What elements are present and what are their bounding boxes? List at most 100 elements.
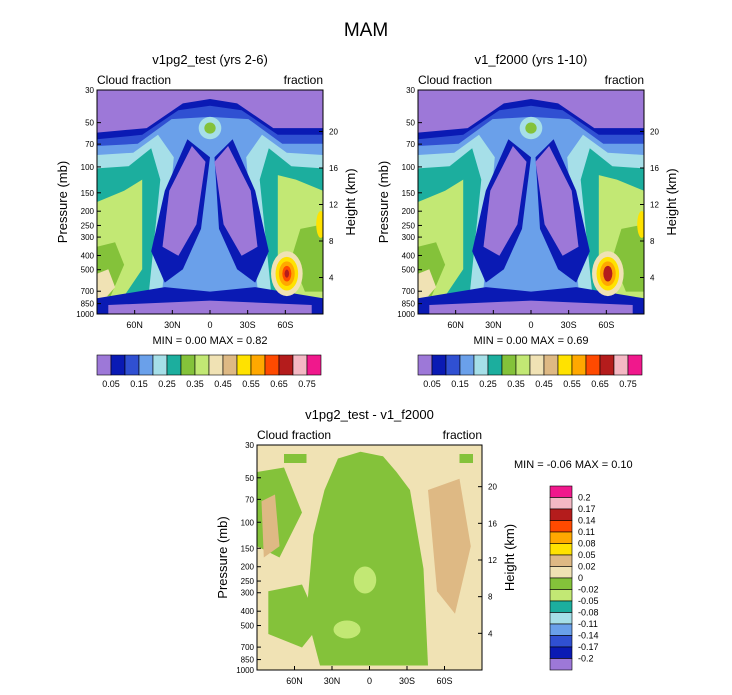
pressure-tick-label: 150 xyxy=(81,189,95,198)
height-tick-label: 20 xyxy=(488,483,497,492)
pressure-tick-label: 400 xyxy=(81,251,95,260)
colorbar-label: 0.2 xyxy=(578,493,591,503)
pressure-tick-label: 70 xyxy=(245,495,254,504)
ttl-core xyxy=(204,122,216,134)
height-tick-label: 20 xyxy=(650,127,659,136)
colorbar-label: 0.15 xyxy=(130,379,148,389)
y2-axis-label: Height (km) xyxy=(502,524,517,591)
right-label: fraction xyxy=(443,428,482,442)
colorbar-cell xyxy=(549,635,573,648)
height-tick-label: 16 xyxy=(488,519,497,528)
y-axis-label: Pressure (mb) xyxy=(55,161,70,243)
edge-max xyxy=(316,210,323,238)
height-tick-label: 4 xyxy=(488,629,493,638)
colorbar-label: 0.75 xyxy=(619,379,637,389)
positive-sh xyxy=(428,478,471,614)
stats-text: MIN = 0.00 MAX = 0.82 xyxy=(153,335,268,347)
colorbar-cell xyxy=(194,354,210,376)
pressure-tick-label: 50 xyxy=(85,119,94,128)
colorbar-cell xyxy=(549,543,573,556)
colorbar-cell xyxy=(613,354,629,376)
colorbar-cell xyxy=(208,354,224,376)
edge-max xyxy=(637,210,644,238)
pressure-tick-label: 70 xyxy=(406,140,415,149)
colorbar-cell xyxy=(549,612,573,625)
y2-axis-label: Height (km) xyxy=(343,168,358,235)
colorbar-label: 0.55 xyxy=(242,379,260,389)
colorbar-label: 0.02 xyxy=(578,562,596,572)
lat-tick-label: 30S xyxy=(561,320,577,330)
y-axis-label: Pressure (mb) xyxy=(215,516,230,598)
colorbar-label: 0.55 xyxy=(563,379,581,389)
max-ring-5 xyxy=(284,269,290,278)
pressure-tick-label: 250 xyxy=(81,221,95,230)
colorbar-cell xyxy=(292,354,308,376)
colorbar-cell xyxy=(236,354,252,376)
colorbar-label: -0.11 xyxy=(578,619,598,629)
colorbar-cell xyxy=(557,354,573,376)
lat-tick-label: 30S xyxy=(399,676,415,686)
colorbar-cell xyxy=(250,354,266,376)
stats-text: MIN = 0.00 MAX = 0.69 xyxy=(474,335,589,347)
colorbar-label: 0.65 xyxy=(591,379,609,389)
left-label: Cloud fraction xyxy=(418,73,492,87)
right-label: fraction xyxy=(605,73,644,87)
upper-patch xyxy=(284,454,307,463)
lat-tick-label: 30S xyxy=(240,320,256,330)
negative-nh-low xyxy=(268,584,320,648)
pressure-tick-label: 500 xyxy=(241,622,255,631)
pressure-tick-label: 100 xyxy=(402,163,416,172)
height-tick-label: 16 xyxy=(329,164,338,173)
pressure-tick-label: 200 xyxy=(241,563,255,572)
colorbar-cell xyxy=(306,354,322,376)
colorbar-label: 0.45 xyxy=(214,379,232,389)
dry-core-nh xyxy=(162,146,206,256)
colorbar-cell xyxy=(264,354,280,376)
pressure-tick-label: 70 xyxy=(85,140,94,149)
height-tick-label: 8 xyxy=(329,237,334,246)
lat-tick-label: 60N xyxy=(126,320,143,330)
left-label: Cloud fraction xyxy=(257,428,331,442)
lat-tick-label: 60S xyxy=(277,320,293,330)
panel-control: v1_f2000 (yrs 1-10) Cloud fraction fractio… xyxy=(376,52,679,389)
colorbar-cell xyxy=(529,354,545,376)
colorbar-cell xyxy=(549,497,573,510)
pressure-tick-label: 30 xyxy=(245,441,254,450)
neg-patch-1 xyxy=(353,566,377,594)
colorbar-cell xyxy=(180,354,196,376)
colorbar-cell xyxy=(571,354,587,376)
pressure-tick-label: 300 xyxy=(402,233,416,242)
colorbar-label: -0.02 xyxy=(578,585,599,595)
colorbar-label: 0.15 xyxy=(451,379,469,389)
right-label: fraction xyxy=(284,73,323,87)
colorbar-cell xyxy=(627,354,643,376)
colorbar-cell xyxy=(549,577,573,590)
panel-title: v1pg2_test (yrs 2-6) xyxy=(152,52,268,67)
lat-tick-label: 60N xyxy=(286,676,303,686)
colorbar-cell xyxy=(549,646,573,659)
colorbar-label: -0.2 xyxy=(578,654,594,664)
colorbar-cell xyxy=(431,354,447,376)
pressure-tick-label: 200 xyxy=(81,207,95,216)
colorbar-label: 0.35 xyxy=(186,379,204,389)
pressure-tick-label: 300 xyxy=(241,589,255,598)
colorbar-cell xyxy=(549,485,573,498)
colorbar-cell xyxy=(459,354,475,376)
pressure-tick-label: 150 xyxy=(241,544,255,553)
field xyxy=(257,445,482,670)
pressure-tick-label: 500 xyxy=(402,266,416,275)
colorbar-cell xyxy=(138,354,154,376)
pressure-tick-label: 1000 xyxy=(236,666,254,675)
colorbar-label: -0.17 xyxy=(578,642,599,652)
colorbar-cell xyxy=(278,354,294,376)
lat-tick-label: 30N xyxy=(164,320,181,330)
ttl-core xyxy=(525,122,537,134)
pressure-tick-label: 150 xyxy=(402,189,416,198)
lat-tick-label: 30N xyxy=(485,320,502,330)
pressure-tick-label: 850 xyxy=(81,300,95,309)
height-tick-label: 12 xyxy=(329,200,338,209)
pressure-tick-label: 50 xyxy=(245,474,254,483)
dry-core-sh xyxy=(214,146,258,256)
colorbar-cell xyxy=(549,531,573,544)
